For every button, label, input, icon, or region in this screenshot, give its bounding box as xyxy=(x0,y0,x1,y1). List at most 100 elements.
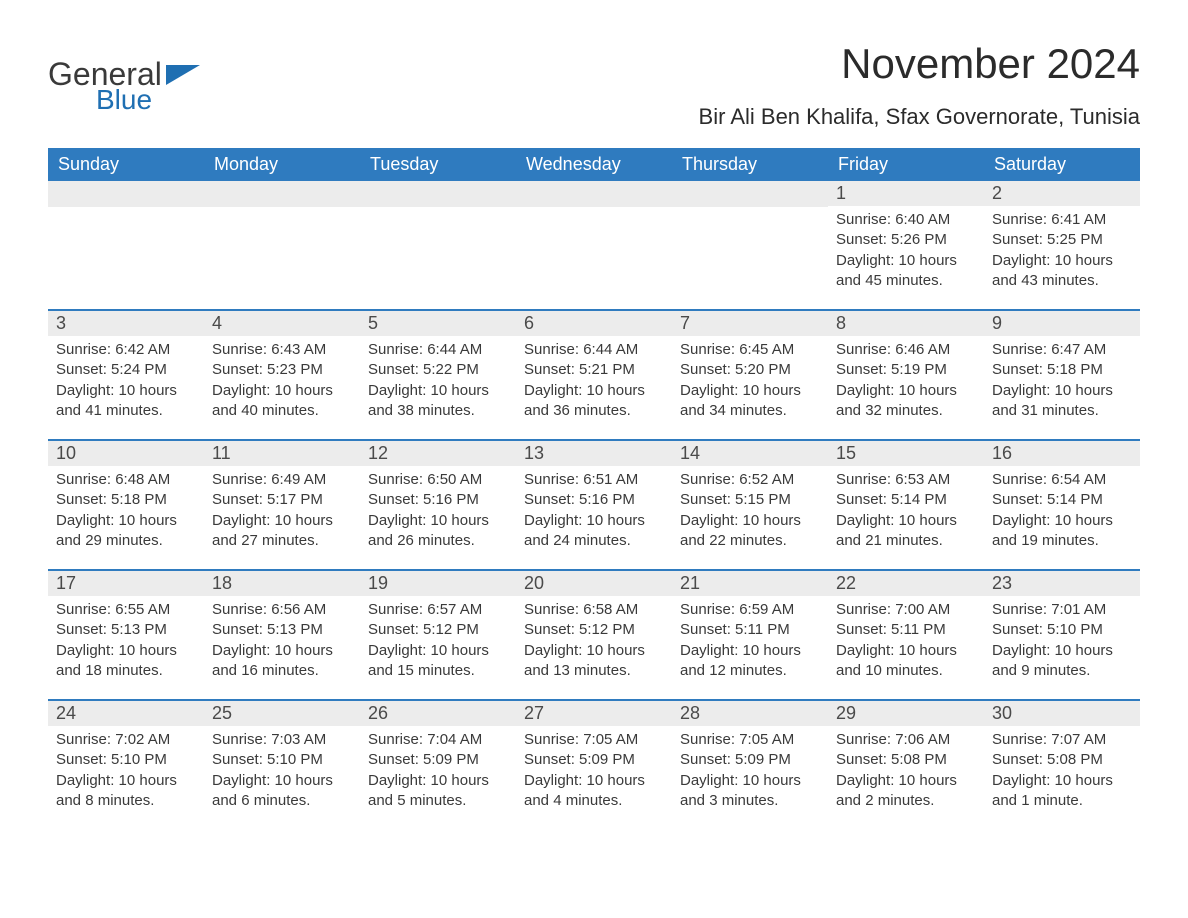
week-row: 1Sunrise: 6:40 AMSunset: 5:26 PMDaylight… xyxy=(48,181,1140,309)
sunset-text: Sunset: 5:16 PM xyxy=(524,490,664,510)
day-cell: 12Sunrise: 6:50 AMSunset: 5:16 PMDayligh… xyxy=(360,441,516,569)
sunrise-text: Sunrise: 6:56 AM xyxy=(212,600,352,620)
day-number xyxy=(204,181,360,207)
sunrise-text: Sunrise: 6:55 AM xyxy=(56,600,196,620)
sunset-text: Sunset: 5:19 PM xyxy=(836,360,976,380)
sunrise-text: Sunrise: 7:01 AM xyxy=(992,600,1132,620)
day-body: Sunrise: 6:59 AMSunset: 5:11 PMDaylight:… xyxy=(672,596,828,691)
sunset-text: Sunset: 5:24 PM xyxy=(56,360,196,380)
daylight-text: Daylight: 10 hours and 4 minutes. xyxy=(524,771,664,812)
daylight-text: Daylight: 10 hours and 38 minutes. xyxy=(368,381,508,422)
day-cell: 6Sunrise: 6:44 AMSunset: 5:21 PMDaylight… xyxy=(516,311,672,439)
day-number: 7 xyxy=(672,311,828,336)
day-cell xyxy=(48,181,204,309)
sunrise-text: Sunrise: 7:06 AM xyxy=(836,730,976,750)
day-body: Sunrise: 7:01 AMSunset: 5:10 PMDaylight:… xyxy=(984,596,1140,691)
day-body: Sunrise: 6:48 AMSunset: 5:18 PMDaylight:… xyxy=(48,466,204,561)
sunset-text: Sunset: 5:13 PM xyxy=(56,620,196,640)
sunset-text: Sunset: 5:09 PM xyxy=(680,750,820,770)
daylight-text: Daylight: 10 hours and 6 minutes. xyxy=(212,771,352,812)
daylight-text: Daylight: 10 hours and 3 minutes. xyxy=(680,771,820,812)
page-header: General Blue November 2024 Bir Ali Ben K… xyxy=(48,40,1140,130)
day-header: Friday xyxy=(828,148,984,181)
sunrise-text: Sunrise: 6:49 AM xyxy=(212,470,352,490)
sunset-text: Sunset: 5:17 PM xyxy=(212,490,352,510)
day-cell: 4Sunrise: 6:43 AMSunset: 5:23 PMDaylight… xyxy=(204,311,360,439)
sunset-text: Sunset: 5:11 PM xyxy=(680,620,820,640)
daylight-text: Daylight: 10 hours and 21 minutes. xyxy=(836,511,976,552)
day-body: Sunrise: 6:42 AMSunset: 5:24 PMDaylight:… xyxy=(48,336,204,431)
title-block: November 2024 Bir Ali Ben Khalifa, Sfax … xyxy=(699,40,1140,130)
day-header: Tuesday xyxy=(360,148,516,181)
day-number: 5 xyxy=(360,311,516,336)
day-body: Sunrise: 6:43 AMSunset: 5:23 PMDaylight:… xyxy=(204,336,360,431)
day-cell: 29Sunrise: 7:06 AMSunset: 5:08 PMDayligh… xyxy=(828,701,984,829)
daylight-text: Daylight: 10 hours and 15 minutes. xyxy=(368,641,508,682)
sunset-text: Sunset: 5:18 PM xyxy=(992,360,1132,380)
day-number xyxy=(672,181,828,207)
daylight-text: Daylight: 10 hours and 2 minutes. xyxy=(836,771,976,812)
day-cell: 7Sunrise: 6:45 AMSunset: 5:20 PMDaylight… xyxy=(672,311,828,439)
sunrise-text: Sunrise: 6:47 AM xyxy=(992,340,1132,360)
day-number: 22 xyxy=(828,571,984,596)
day-body: Sunrise: 6:56 AMSunset: 5:13 PMDaylight:… xyxy=(204,596,360,691)
day-body: Sunrise: 6:57 AMSunset: 5:12 PMDaylight:… xyxy=(360,596,516,691)
daylight-text: Daylight: 10 hours and 22 minutes. xyxy=(680,511,820,552)
day-cell: 1Sunrise: 6:40 AMSunset: 5:26 PMDaylight… xyxy=(828,181,984,309)
daylight-text: Daylight: 10 hours and 9 minutes. xyxy=(992,641,1132,682)
day-number: 21 xyxy=(672,571,828,596)
day-body: Sunrise: 6:58 AMSunset: 5:12 PMDaylight:… xyxy=(516,596,672,691)
sunset-text: Sunset: 5:14 PM xyxy=(836,490,976,510)
day-body: Sunrise: 6:55 AMSunset: 5:13 PMDaylight:… xyxy=(48,596,204,691)
day-body: Sunrise: 6:50 AMSunset: 5:16 PMDaylight:… xyxy=(360,466,516,561)
sunset-text: Sunset: 5:10 PM xyxy=(992,620,1132,640)
daylight-text: Daylight: 10 hours and 16 minutes. xyxy=(212,641,352,682)
day-number: 8 xyxy=(828,311,984,336)
day-number: 10 xyxy=(48,441,204,466)
sunrise-text: Sunrise: 7:02 AM xyxy=(56,730,196,750)
day-cell: 19Sunrise: 6:57 AMSunset: 5:12 PMDayligh… xyxy=(360,571,516,699)
day-number: 24 xyxy=(48,701,204,726)
day-number: 16 xyxy=(984,441,1140,466)
sunrise-text: Sunrise: 7:05 AM xyxy=(524,730,664,750)
sunrise-text: Sunrise: 6:59 AM xyxy=(680,600,820,620)
day-header-row: SundayMondayTuesdayWednesdayThursdayFrid… xyxy=(48,148,1140,181)
sunrise-text: Sunrise: 6:48 AM xyxy=(56,470,196,490)
sunrise-text: Sunrise: 6:57 AM xyxy=(368,600,508,620)
day-number: 9 xyxy=(984,311,1140,336)
sunrise-text: Sunrise: 6:43 AM xyxy=(212,340,352,360)
day-cell: 3Sunrise: 6:42 AMSunset: 5:24 PMDaylight… xyxy=(48,311,204,439)
day-number xyxy=(48,181,204,207)
day-number: 19 xyxy=(360,571,516,596)
sunset-text: Sunset: 5:16 PM xyxy=(368,490,508,510)
sunrise-text: Sunrise: 6:54 AM xyxy=(992,470,1132,490)
daylight-text: Daylight: 10 hours and 26 minutes. xyxy=(368,511,508,552)
day-number: 13 xyxy=(516,441,672,466)
day-cell: 22Sunrise: 7:00 AMSunset: 5:11 PMDayligh… xyxy=(828,571,984,699)
weeks-container: 1Sunrise: 6:40 AMSunset: 5:26 PMDaylight… xyxy=(48,181,1140,829)
daylight-text: Daylight: 10 hours and 34 minutes. xyxy=(680,381,820,422)
day-body: Sunrise: 7:00 AMSunset: 5:11 PMDaylight:… xyxy=(828,596,984,691)
day-number: 12 xyxy=(360,441,516,466)
day-number: 11 xyxy=(204,441,360,466)
day-body: Sunrise: 6:52 AMSunset: 5:15 PMDaylight:… xyxy=(672,466,828,561)
daylight-text: Daylight: 10 hours and 24 minutes. xyxy=(524,511,664,552)
sunset-text: Sunset: 5:21 PM xyxy=(524,360,664,380)
sunrise-text: Sunrise: 6:52 AM xyxy=(680,470,820,490)
daylight-text: Daylight: 10 hours and 31 minutes. xyxy=(992,381,1132,422)
sunrise-text: Sunrise: 6:58 AM xyxy=(524,600,664,620)
day-cell: 21Sunrise: 6:59 AMSunset: 5:11 PMDayligh… xyxy=(672,571,828,699)
sunrise-text: Sunrise: 6:44 AM xyxy=(368,340,508,360)
sunset-text: Sunset: 5:13 PM xyxy=(212,620,352,640)
day-cell: 28Sunrise: 7:05 AMSunset: 5:09 PMDayligh… xyxy=(672,701,828,829)
sunset-text: Sunset: 5:10 PM xyxy=(56,750,196,770)
sunset-text: Sunset: 5:12 PM xyxy=(368,620,508,640)
day-cell: 17Sunrise: 6:55 AMSunset: 5:13 PMDayligh… xyxy=(48,571,204,699)
day-body: Sunrise: 7:05 AMSunset: 5:09 PMDaylight:… xyxy=(672,726,828,821)
daylight-text: Daylight: 10 hours and 40 minutes. xyxy=(212,381,352,422)
day-number: 15 xyxy=(828,441,984,466)
day-number: 28 xyxy=(672,701,828,726)
sunset-text: Sunset: 5:26 PM xyxy=(836,230,976,250)
day-header: Thursday xyxy=(672,148,828,181)
sunrise-text: Sunrise: 7:05 AM xyxy=(680,730,820,750)
